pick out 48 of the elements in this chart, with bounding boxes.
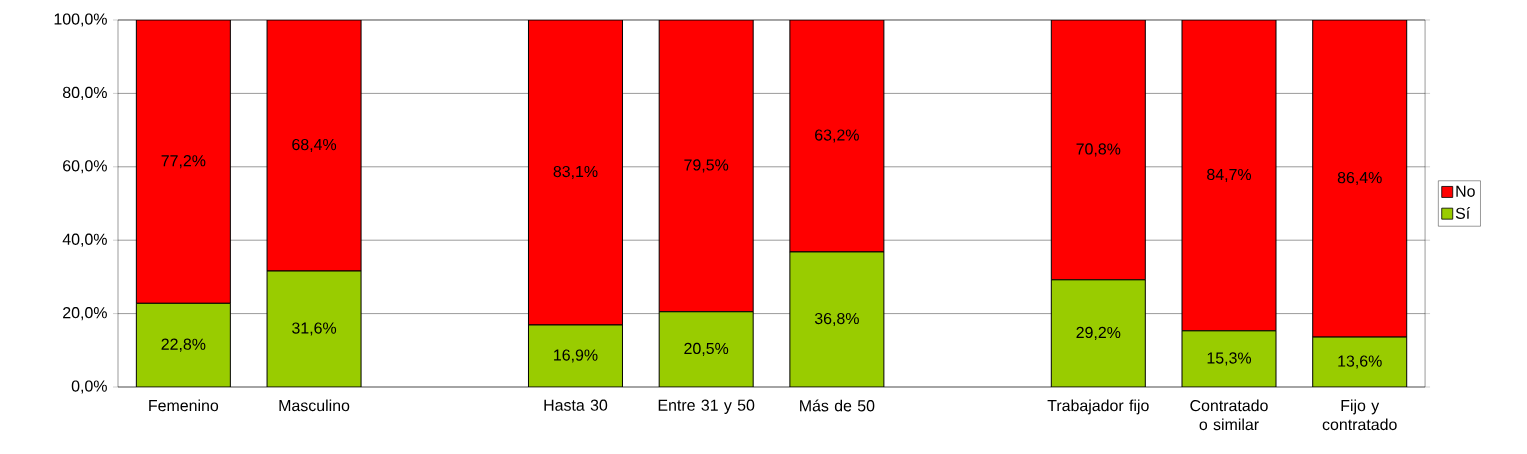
bar	[1050, 20, 1146, 281]
y-tick-label: 0,0%	[71, 380, 107, 394]
bar	[266, 20, 362, 272]
bar	[789, 251, 884, 387]
bar	[789, 20, 885, 253]
bar	[1050, 279, 1146, 387]
data-label: 16,9%	[554, 349, 598, 363]
bar	[266, 270, 362, 387]
bar	[1312, 336, 1408, 387]
text: No	[1456, 185, 1475, 197]
x-tick-label: Hasta 30	[544, 399, 608, 411]
bar	[135, 302, 231, 387]
x-tick-label: Contratado o similar	[1190, 399, 1268, 431]
data-label: 77,2%	[161, 155, 206, 169]
data-label: 36,8%	[814, 312, 859, 327]
data-label: 79,5%	[684, 159, 729, 173]
x-tick-label: Masculino	[279, 399, 350, 412]
data-label: 15,3%	[1207, 352, 1252, 366]
bar	[659, 311, 754, 387]
bar	[135, 20, 231, 304]
data-label: 22,8%	[161, 338, 206, 352]
data-label: 83,1%	[553, 165, 598, 180]
y-tick-label: 80,0%	[62, 86, 107, 100]
y-tick-label: 20,0%	[63, 307, 107, 321]
x-tick-label: Trabajador fijo	[1047, 399, 1149, 415]
y-tick-label: 40,0%	[62, 233, 107, 247]
data-label: 13,6%	[1338, 355, 1382, 369]
data-label: 31,6%	[292, 322, 337, 336]
y-tick-label: 100,0%	[54, 13, 107, 27]
bar	[658, 20, 754, 313]
x-tick-label: Fijo y contratado	[1322, 399, 1397, 431]
x-tick-label: Entre 31 y 50	[658, 399, 755, 414]
data-label: 20,5%	[684, 342, 729, 356]
y-tick-label: 60,0%	[63, 160, 107, 174]
bar	[527, 20, 623, 326]
bar	[1312, 20, 1408, 338]
x-tick-label: Más de 50	[800, 399, 875, 412]
x-tick-label: Femenino	[149, 399, 219, 412]
data-label: 84,7%	[1207, 168, 1252, 182]
data-label: 86,4%	[1337, 171, 1382, 186]
data-label: 63,2%	[815, 129, 859, 143]
data-label: 68,4%	[292, 138, 337, 153]
legend-label: Sí	[1455, 207, 1471, 219]
data-label: 70,8%	[1076, 143, 1121, 157]
data-label: 29,2%	[1076, 326, 1121, 340]
bar	[1181, 20, 1277, 332]
bar	[1181, 330, 1277, 387]
bar	[528, 324, 623, 387]
